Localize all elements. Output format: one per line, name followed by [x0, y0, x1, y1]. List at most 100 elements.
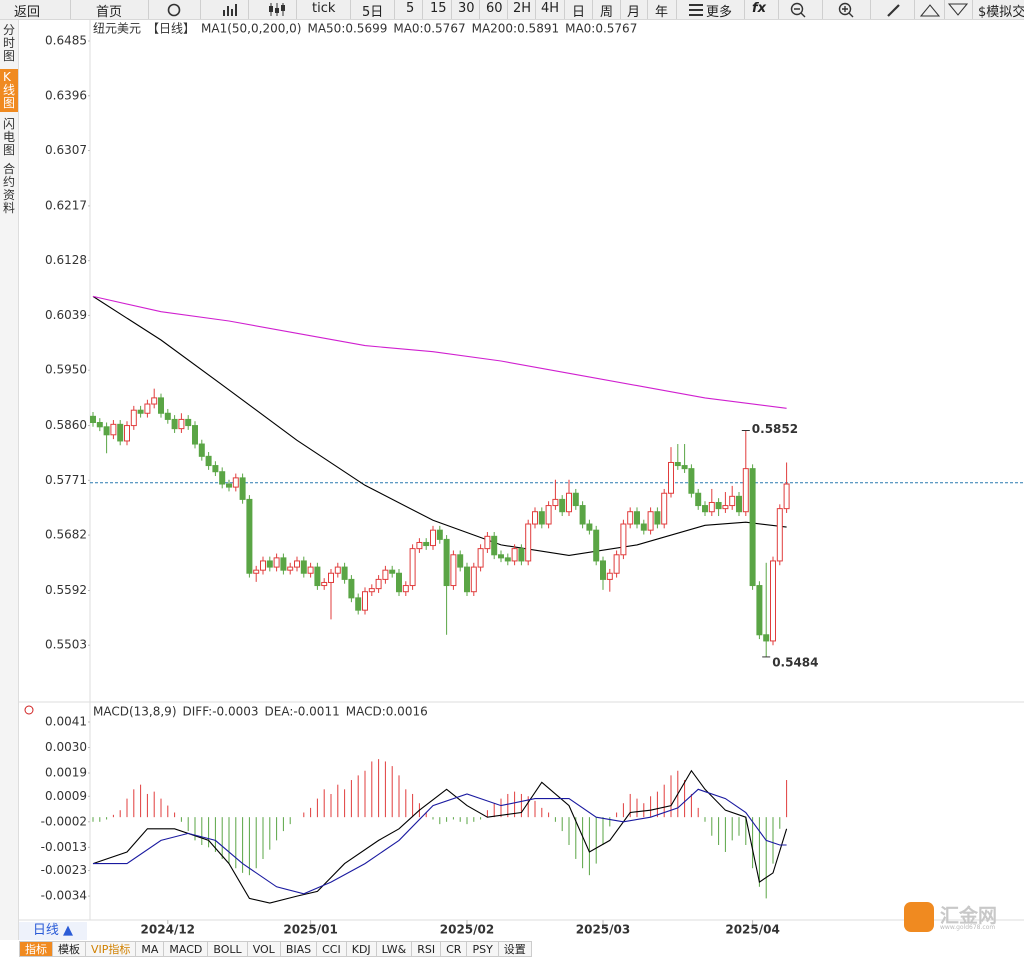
indicator-tab[interactable]: PSY [467, 941, 499, 957]
zoom-in-icon[interactable] [838, 2, 854, 18]
x-tick-label: 2025/04 [725, 923, 779, 937]
x-tick-label: 2025/03 [576, 923, 630, 937]
logo-url: www.gold678.com [940, 924, 996, 931]
period-button[interactable]: 5 [406, 1, 415, 16]
indicator-tab[interactable]: BIAS [280, 941, 318, 957]
candle-body [416, 541, 423, 550]
candle-body [688, 468, 695, 494]
period-selector[interactable]: 日线 ▲ [19, 922, 87, 940]
candle-body [470, 566, 477, 593]
candle-body [307, 566, 314, 574]
high-label: 0.5852 [752, 422, 798, 436]
side-tab[interactable]: K线图 [0, 69, 18, 112]
candle-body [647, 511, 654, 531]
side-tab[interactable]: 合约资料 [3, 162, 16, 215]
side-tab[interactable]: 闪电图 [3, 117, 16, 157]
candle-body [96, 421, 103, 428]
back-button[interactable]: 返回 [14, 5, 41, 20]
candle-body [545, 505, 552, 525]
period-button[interactable]: 60 [486, 1, 503, 16]
candle-body [137, 409, 144, 414]
indicator-tab[interactable]: CCI [317, 941, 347, 957]
candle-body [681, 465, 688, 470]
formula-button[interactable]: fx [752, 1, 767, 16]
y-tick-label: 0.6217 [45, 198, 87, 212]
period-button[interactable]: 日 [572, 5, 586, 20]
candle-body [423, 541, 430, 547]
y-tick-label: -0.0034 [41, 889, 87, 903]
period-button[interactable]: 15 [430, 1, 447, 16]
period-button[interactable]: 30 [458, 1, 475, 16]
period-button[interactable]: 2H [513, 1, 532, 16]
more-button[interactable]: 更多 [706, 5, 733, 20]
candle-body [579, 505, 586, 525]
indicator-tab[interactable]: RSI [412, 941, 442, 957]
simulate-button[interactable]: $模拟交 [978, 5, 1024, 20]
candle-body [729, 495, 736, 507]
candle-body [334, 566, 341, 574]
indicator-tab[interactable]: LW& [376, 941, 413, 957]
logo: 汇金网 www.gold678.com [904, 900, 1022, 936]
y-tick-label: -0.0023 [41, 863, 87, 877]
down-icon[interactable] [948, 3, 968, 17]
indicator-tab[interactable]: MACD [164, 941, 209, 957]
period-button[interactable]: 周 [600, 5, 614, 20]
candle-body [151, 397, 158, 405]
candle-body [634, 511, 640, 525]
refresh-icon[interactable] [166, 2, 182, 17]
period-button[interactable]: 年 [655, 5, 669, 20]
candle-body [402, 585, 409, 593]
period-button[interactable]: 4H [541, 1, 560, 16]
indicator-tab[interactable]: CR [441, 941, 468, 957]
candle-body [484, 535, 491, 550]
candle-body [770, 560, 776, 642]
candle-body [117, 423, 124, 442]
legend-entry: MA200:0.5891 [472, 22, 560, 36]
home-button[interactable]: 首页 [96, 5, 123, 20]
indicator-tab[interactable]: BOLL [208, 941, 248, 957]
candle-body [532, 511, 538, 525]
indicator-tab[interactable]: MA [136, 941, 165, 957]
candle-body [368, 588, 375, 593]
indicator-tab[interactable]: 模板 [53, 941, 86, 957]
candle-body [185, 418, 192, 427]
tick-button[interactable]: tick [312, 1, 336, 16]
candle-body [708, 501, 715, 513]
draw-icon[interactable] [886, 2, 902, 18]
period-button[interactable]: 5日 [362, 5, 384, 20]
period-button[interactable]: 月 [627, 5, 641, 20]
candle-body [124, 425, 130, 442]
indicator-tab[interactable]: 设置 [498, 941, 532, 957]
candle-body [396, 572, 402, 593]
menu-icon[interactable] [689, 4, 703, 16]
indicator-tab[interactable]: VIP指标 [86, 941, 137, 957]
candle-body [314, 566, 321, 587]
indicator-tab[interactable]: VOL [247, 941, 281, 957]
y-tick-label: 0.6396 [45, 88, 87, 102]
candle-body [294, 560, 300, 568]
y-tick-label: 0.6485 [45, 34, 87, 48]
side-tab[interactable]: 分时图 [3, 23, 16, 63]
indicator-tab[interactable]: 指标 [19, 941, 53, 957]
candle-body [375, 578, 382, 590]
candle-body [566, 492, 572, 513]
candle-body [559, 498, 566, 513]
candle-body [178, 418, 185, 430]
candle-icon[interactable] [268, 2, 286, 17]
up-icon[interactable] [920, 3, 940, 17]
macd-title: MACD(13,8,9) [93, 705, 177, 719]
ma-line [92, 295, 787, 409]
indicator-tab[interactable]: KDJ [346, 941, 377, 957]
legend-entry: MA1(50,0,200,0) [201, 22, 301, 36]
legend-entry: MA50:0.5699 [307, 22, 387, 36]
candle-body [389, 569, 396, 574]
legend-entry: DIFF:-0.0003 [183, 705, 259, 719]
diff-line [92, 769, 788, 904]
zoom-out-icon[interactable] [790, 2, 806, 18]
y-tick-label: 0.6128 [45, 253, 87, 267]
chart-icon[interactable] [222, 2, 240, 17]
y-tick-label: 0.5592 [45, 583, 87, 597]
candle-body [266, 560, 273, 568]
candle-body [287, 566, 294, 571]
